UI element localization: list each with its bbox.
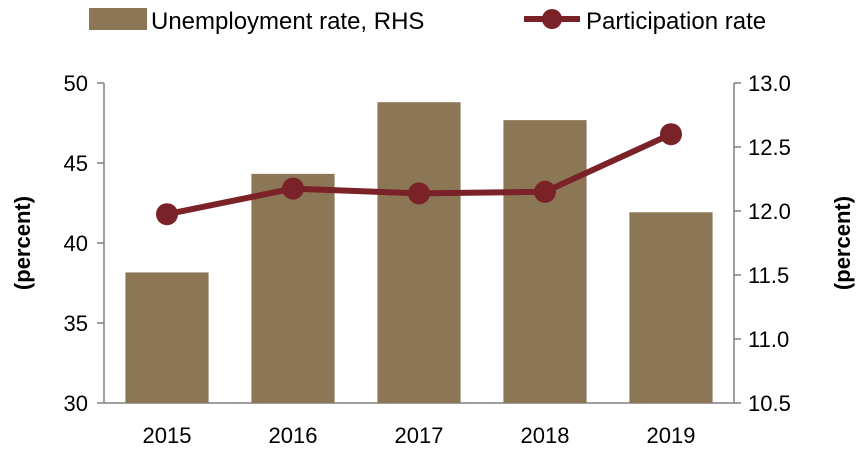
participation-point-2019: [660, 123, 682, 146]
bar-2019: [629, 212, 713, 403]
x-tick-label: 2017: [395, 423, 444, 448]
legend-swatch-participation-marker: [542, 9, 562, 29]
bar-2017: [377, 102, 461, 403]
x-tick-label: 2018: [521, 423, 570, 448]
participation-point-2015: [156, 203, 178, 226]
right-tick-label: 11.0: [748, 327, 789, 352]
bar-2018: [503, 120, 587, 404]
participation-point-2017: [408, 182, 430, 205]
left-tick-label: 50: [64, 71, 88, 96]
x-tick-label: 2016: [269, 423, 318, 448]
line-series: [156, 123, 682, 226]
right-tick-label: 11.5: [748, 263, 789, 288]
right-tick-label: 13.0: [748, 71, 791, 96]
x-axis-ticks: 2015 2016 2017 2018 2019: [143, 423, 696, 448]
left-axis-title: (percent): [10, 196, 35, 290]
legend-label-unemployment: Unemployment rate, RHS: [151, 8, 424, 35]
participation-point-2018: [534, 180, 556, 203]
participation-point-2016: [282, 177, 304, 200]
bar-series: [125, 102, 713, 404]
left-tick-label: 45: [64, 151, 88, 176]
right-axis-title: (percent): [830, 196, 855, 290]
bar-2015: [125, 272, 209, 403]
legend-swatch-unemployment: [89, 8, 147, 30]
legend: Unemployment rate, RHS Participation rat…: [89, 8, 766, 35]
x-tick-label: 2019: [647, 423, 696, 448]
bar-2016: [251, 173, 335, 403]
right-tick-label: 10.5: [748, 391, 791, 416]
left-axis-ticks: 30 35 40 45 50: [64, 71, 104, 416]
right-tick-label: 12.5: [748, 135, 791, 160]
x-tick-label: 2015: [143, 423, 192, 448]
left-tick-label: 35: [64, 311, 88, 336]
left-tick-label: 40: [64, 231, 88, 256]
legend-label-participation: Participation rate: [586, 8, 766, 35]
right-axis-ticks: 10.5 11.0 11.5 12.0 12.5 13.0: [734, 71, 791, 416]
left-tick-label: 30: [64, 391, 88, 416]
right-tick-label: 12.0: [748, 199, 791, 224]
